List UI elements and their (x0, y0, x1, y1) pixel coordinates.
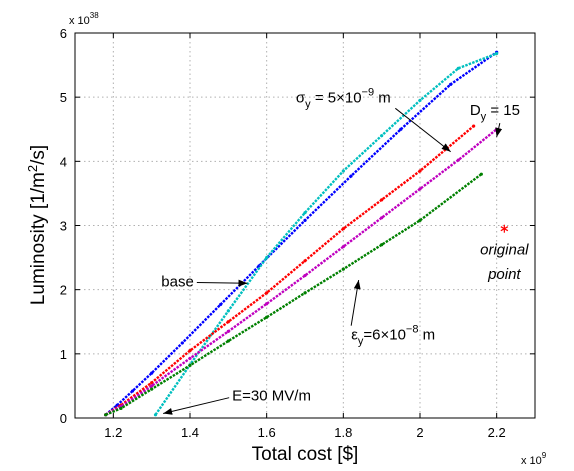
data-point (456, 66, 460, 70)
data-point (150, 381, 154, 385)
series-line (154, 52, 498, 416)
data-point (303, 218, 307, 222)
x-tick-label: 1.8 (334, 425, 352, 440)
data-point (341, 267, 345, 271)
data-point (341, 245, 345, 249)
y-tick-label: 4 (60, 154, 67, 169)
y-tick-label: 0 (60, 411, 67, 426)
annotation-arrow (395, 107, 451, 153)
y-tick-label: 3 (60, 219, 67, 234)
data-point (219, 302, 223, 307)
annotation-arrow (495, 123, 503, 138)
series-line (105, 173, 483, 416)
data-point (104, 413, 108, 417)
x-tick-label: 2.2 (488, 425, 506, 440)
y-axis-exponent: x 1038 (69, 11, 99, 27)
series-4 (104, 172, 483, 417)
data-point (399, 127, 403, 131)
series-line (105, 128, 498, 416)
data-point (418, 218, 422, 222)
data-point (449, 82, 453, 86)
data-point (226, 339, 230, 343)
x-axis-exponent: x 109 (521, 451, 547, 467)
data-point (226, 320, 230, 324)
x-tick-label: 1.2 (104, 425, 122, 440)
annotation-original-point: original (480, 241, 529, 258)
data-point (418, 187, 422, 191)
y-tick-label: 6 (60, 26, 67, 41)
data-point (472, 124, 476, 128)
data-point (265, 315, 269, 319)
data-point (188, 363, 192, 367)
data-point (456, 158, 460, 162)
data-point (265, 255, 269, 260)
x-tick-label: 1.4 (181, 425, 199, 440)
annotation-epsilon-y: εy=6×10−8 m (351, 324, 435, 348)
data-point (153, 413, 158, 417)
data-point (349, 174, 353, 178)
marker-layer (500, 224, 509, 233)
y-axis-label: Luminosity [1/m2/s] (25, 145, 49, 305)
series-2 (104, 124, 476, 417)
data-point (150, 387, 154, 391)
data-point (226, 309, 230, 313)
data-point (119, 406, 123, 410)
annotation-original-point: point (487, 266, 521, 283)
x-tick-label: 1.6 (258, 425, 276, 440)
data-point (303, 291, 307, 295)
data-point (495, 51, 499, 56)
data-point (380, 134, 384, 138)
annotations: base E=30 MV/m σy = 5×10−9 m Dy = 15 εy=6×10… (161, 86, 529, 415)
y-tick-label: 5 (60, 90, 67, 105)
data-point (303, 273, 307, 278)
original-point-marker (500, 224, 509, 233)
y-tick-label: 1 (60, 347, 67, 362)
x-tick-label: 2 (416, 425, 423, 440)
data-point (341, 169, 345, 173)
data-point (479, 172, 483, 176)
x-axis-label: Total cost [$] (252, 444, 359, 465)
data-point (418, 169, 422, 173)
annotation-dy: Dy = 15 (470, 102, 520, 123)
annotation-arrow (163, 397, 230, 415)
data-point (303, 211, 307, 215)
data-point (150, 384, 154, 388)
data-point (380, 198, 384, 202)
data-point (188, 356, 192, 360)
annotation-e30: E=30 MV/m (232, 388, 311, 405)
data-point (265, 291, 269, 295)
data-point (150, 371, 154, 375)
annotation-arrow (350, 279, 361, 326)
data-point (130, 389, 135, 393)
annotation-sigma-y: σy = 5×10−9 m (296, 86, 391, 110)
data-point (380, 216, 384, 220)
data-point (188, 349, 192, 353)
data-point (226, 329, 230, 333)
data-point (265, 302, 269, 306)
data-point (418, 98, 422, 102)
annotation-base: base (161, 273, 194, 290)
ticks: 1.2 1.4 1.6 1.8 2 2.2 0 1 2 3 4 5 6 (60, 26, 535, 440)
data-point (341, 227, 345, 231)
data-point (380, 243, 384, 247)
data-point (180, 341, 184, 345)
data-point (303, 259, 307, 263)
y-tick-label: 2 (60, 283, 67, 298)
annotation-arrow (196, 279, 248, 287)
